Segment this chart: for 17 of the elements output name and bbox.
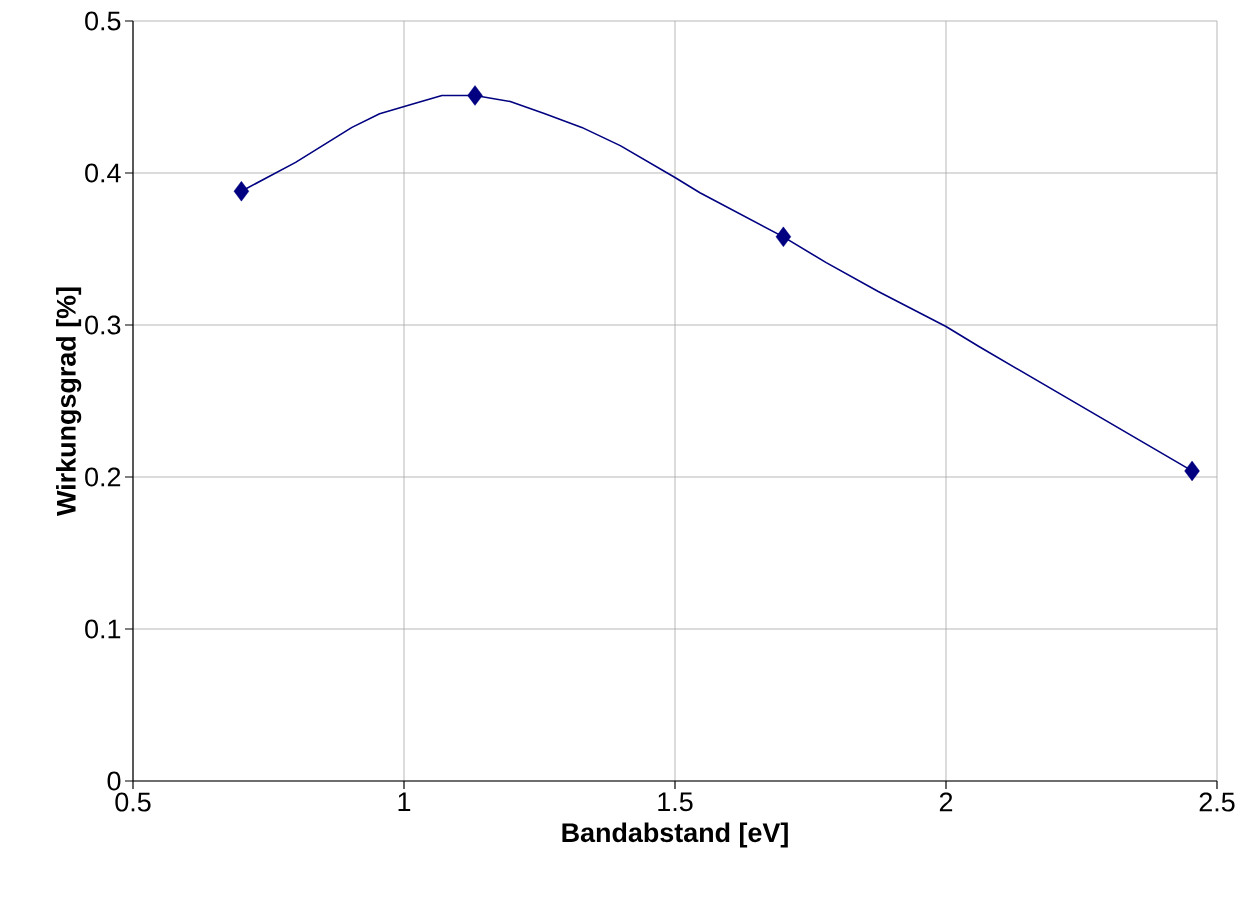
x-tick-label: 0.5 <box>115 792 151 812</box>
y-axis-title: Wirkungsgrad [%] <box>56 287 82 516</box>
y-tick-label: 0 <box>107 771 121 791</box>
y-tick-label: 0.2 <box>85 467 121 487</box>
y-tick-label: 0.3 <box>85 315 121 335</box>
x-axis-title: Bandabstand [eV] <box>562 822 788 848</box>
y-tick-label: 0.1 <box>85 619 121 639</box>
x-tick-label: 1.5 <box>658 792 693 812</box>
x-tick-label: 1 <box>398 792 411 812</box>
y-tick-label: 0.5 <box>85 11 121 31</box>
point <box>233 181 250 202</box>
x-tick-label: 2 <box>939 792 953 812</box>
point <box>775 226 792 247</box>
point <box>467 85 483 106</box>
x-tick-label: 2.5 <box>1199 792 1235 812</box>
y-tick-label: 0.4 <box>85 163 121 183</box>
point <box>1184 460 1200 482</box>
